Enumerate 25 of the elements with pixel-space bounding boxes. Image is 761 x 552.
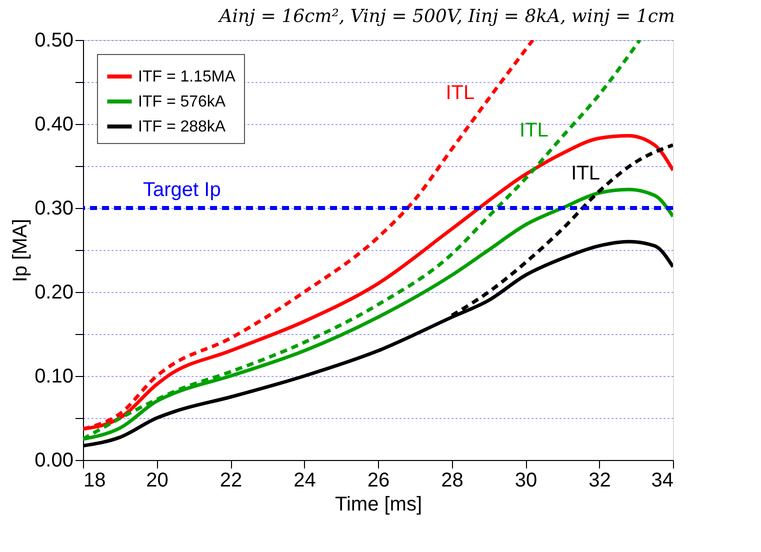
legend-label: ITF = 288kA	[138, 118, 226, 136]
x-tick-label: 18	[84, 470, 106, 492]
x-tick-label: 20	[146, 470, 168, 492]
y-tick-label: 0.30	[34, 198, 74, 220]
y-tick-label: 0.20	[34, 282, 74, 304]
x-tick-label: 32	[588, 470, 611, 492]
ref-line-label: Target Ip	[143, 179, 221, 201]
annotation: ITL	[446, 82, 475, 104]
x-tick-label: 24	[294, 470, 316, 492]
y-tick-label: 0.00	[34, 450, 74, 472]
x-tick-label: 28	[441, 470, 464, 492]
x-axis-title: Time [ms]	[334, 494, 422, 516]
x-tick-label: 22	[220, 470, 242, 492]
x-tick-label: 34	[651, 470, 674, 492]
annotation: ITL	[571, 162, 600, 184]
y-tick-label: 0.10	[34, 366, 74, 388]
x-tick-label: 30	[514, 470, 538, 492]
chart-title: Ainj = 16cm², Vinj = 500V, Iinj = 8kA, winj = 1cm	[217, 6, 675, 27]
annotation: ITL	[519, 120, 548, 142]
y-tick-label: 0.50	[34, 30, 74, 52]
x-tick-label: 26	[367, 470, 390, 492]
y-axis-title: Ip [MA]	[10, 218, 32, 282]
legend-label: ITF = 1.15MA	[138, 68, 236, 86]
legend-label: ITF = 576kA	[138, 94, 226, 110]
y-tick-label: 0.40	[34, 114, 74, 136]
